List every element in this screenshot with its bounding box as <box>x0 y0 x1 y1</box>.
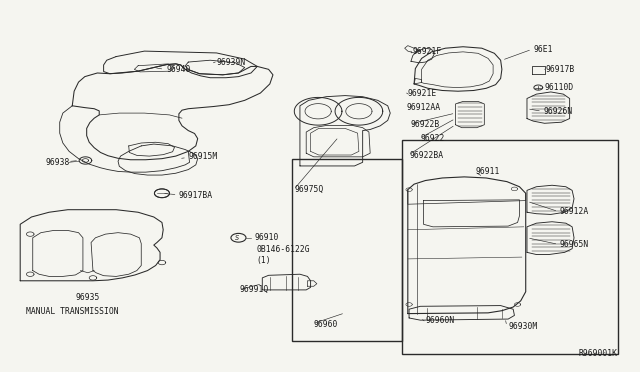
Text: 96926N: 96926N <box>543 107 573 116</box>
Text: 96921F: 96921F <box>413 46 442 55</box>
Text: 96960: 96960 <box>314 320 338 329</box>
Text: 96975Q: 96975Q <box>295 185 324 194</box>
Text: 96991Q: 96991Q <box>240 285 269 294</box>
Text: 96935: 96935 <box>76 293 100 302</box>
Text: 0B146-6122G: 0B146-6122G <box>256 245 310 254</box>
Text: S: S <box>235 235 239 241</box>
Text: 96910: 96910 <box>254 232 278 241</box>
Text: (1): (1) <box>256 256 271 265</box>
Text: 96E1: 96E1 <box>533 45 553 54</box>
Text: 96915M: 96915M <box>188 153 218 161</box>
Bar <box>292 159 401 341</box>
Text: 96938: 96938 <box>46 158 70 167</box>
Text: 96912AA: 96912AA <box>406 103 441 112</box>
Text: 96110D: 96110D <box>545 83 574 92</box>
Bar <box>401 141 618 354</box>
Text: 96912A: 96912A <box>559 207 589 216</box>
Text: 96922BA: 96922BA <box>410 151 444 160</box>
Text: 96939N: 96939N <box>216 58 246 67</box>
Text: MANUAL TRANSMISSION: MANUAL TRANSMISSION <box>26 307 118 316</box>
Text: 96965N: 96965N <box>559 240 589 249</box>
Text: R969001K: R969001K <box>579 349 618 358</box>
Text: 96930M: 96930M <box>508 322 538 331</box>
Text: 96921E: 96921E <box>408 89 437 97</box>
Text: 96911: 96911 <box>476 167 500 176</box>
Text: 96960N: 96960N <box>426 317 454 326</box>
Text: 96917B: 96917B <box>546 65 575 74</box>
Text: 96922B: 96922B <box>411 119 440 128</box>
Text: 96917BA: 96917BA <box>179 190 213 200</box>
Text: 96940: 96940 <box>166 65 191 74</box>
Text: 96922: 96922 <box>420 134 445 143</box>
